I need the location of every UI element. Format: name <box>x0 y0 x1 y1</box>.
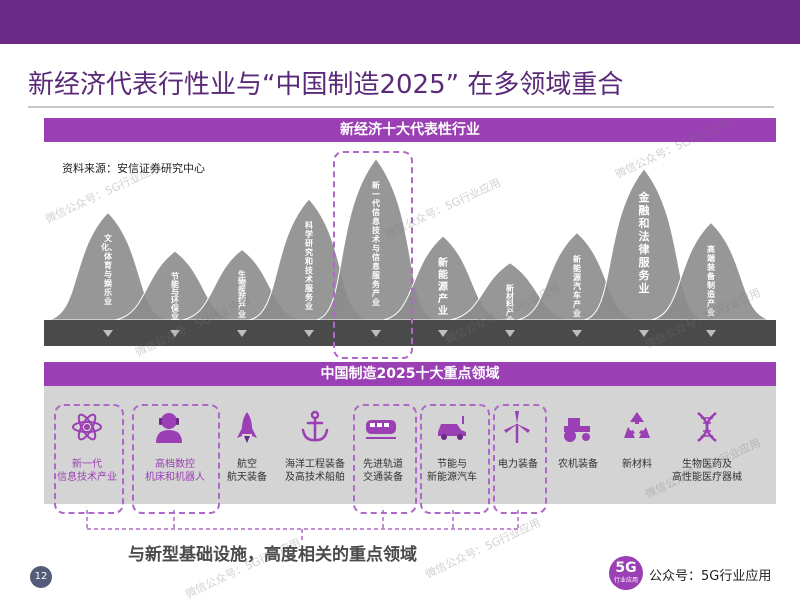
logo-text: 5G <box>615 560 637 576</box>
industry-label: 文化、体育与娱乐业 <box>101 234 117 307</box>
industry-label: 金融和法律服务业 <box>638 190 650 295</box>
industry-label: 新能源汽车产业 <box>573 254 581 318</box>
focus-field-label: 节能与 新能源汽车 <box>427 459 477 483</box>
recycle-icon <box>624 412 650 438</box>
highlight-box-power-field <box>493 404 547 514</box>
focus-field-label: 先进轨道 交通装备 <box>363 459 403 483</box>
title-divider <box>28 106 774 108</box>
highlight-box-rail-field <box>353 404 417 514</box>
atom-icon <box>72 413 102 441</box>
header-bar <box>0 0 800 44</box>
made-in-china-banner: 中国制造2025十大重点领域 <box>44 362 776 386</box>
industry-label: 高端装备制造产业 <box>707 244 715 317</box>
wind-turbine-icon <box>504 411 530 443</box>
industry-label: 生物医药产业 <box>238 270 246 320</box>
industry-peak <box>650 221 772 321</box>
account-name: 公众号：5G行业应用 <box>649 569 772 584</box>
logo-subtext: 行业应用 <box>613 577 638 584</box>
industry-marker <box>304 330 314 337</box>
new-economy-banner: 新经济十大代表性行业 <box>44 118 776 142</box>
industry-peaks <box>47 157 772 321</box>
electric-car-icon <box>438 416 466 440</box>
5g-logo: 5G 行业应用 <box>609 556 643 590</box>
focus-field-label: 新材料 <box>622 459 652 470</box>
rocket-icon <box>237 412 257 443</box>
industry-marker <box>170 330 180 337</box>
industry-label: 新能源产业 <box>438 258 448 317</box>
highlight-box-it-field <box>54 404 124 514</box>
focus-field-label: 农机装备 <box>558 459 598 470</box>
data-source: 资料来源：安信证券研究中心 <box>62 162 205 175</box>
tractor-icon <box>564 418 590 442</box>
industry-label: 新一代信息技术与信息服务产业 <box>372 180 380 307</box>
industry-marker <box>103 330 113 337</box>
anchor-icon <box>301 410 329 442</box>
industry-marker <box>438 330 448 337</box>
focus-field-label: 生物医药及 高性能医疗器械 <box>672 459 742 483</box>
highlight-bracket <box>86 510 519 541</box>
industry-marker <box>572 330 582 337</box>
slide-title: 新经济代表行性业与“中国制造2025” 在多领域重合 <box>28 70 624 100</box>
focus-field-label: 海洋工程装备 及高技术船舶 <box>285 459 345 483</box>
dna-icon <box>697 412 717 442</box>
industry-marker <box>639 330 649 337</box>
page-number: 12 <box>30 566 52 588</box>
industry-label: 节能与环保业 <box>171 272 179 322</box>
industry-marker <box>706 330 716 337</box>
focus-field-label: 航空 航天装备 <box>227 459 267 483</box>
industry-label: 科学研究和技术服务业 <box>305 221 313 312</box>
robot-person-icon <box>156 413 182 443</box>
industry-marker <box>505 330 515 337</box>
industry-marker <box>371 330 381 337</box>
train-icon <box>366 420 396 439</box>
highlight-box-it <box>333 151 413 359</box>
focus-field-label: 新一代 信息技术产业 <box>57 459 117 483</box>
industry-base-band <box>44 320 776 346</box>
focus-field-label: 电力装备 <box>498 459 538 470</box>
highlight-box-ev-field <box>420 404 490 514</box>
highlight-box-robot-field <box>132 404 220 514</box>
bottom-note: 与新型基础设施，高度相关的重点领域 <box>128 545 417 565</box>
industry-marker <box>237 330 247 337</box>
focus-field-label: 高档数控 机床和机器人 <box>145 459 205 483</box>
